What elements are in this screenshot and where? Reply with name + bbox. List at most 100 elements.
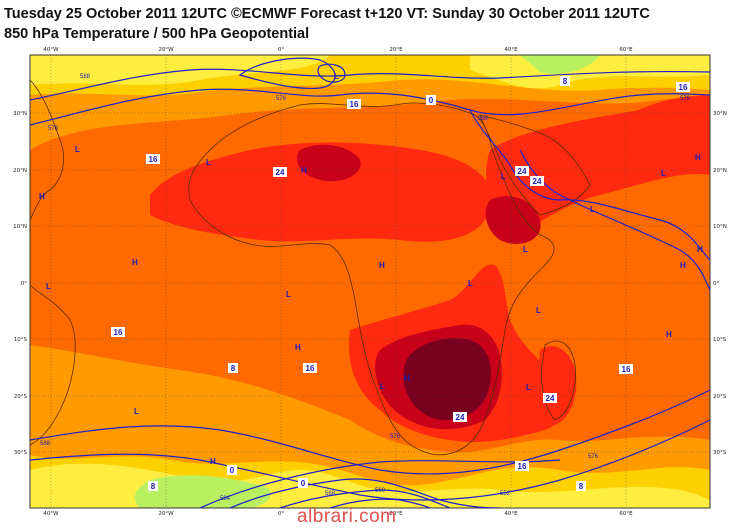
watermark: albrari.com [297, 506, 397, 527]
temp-label: 16 [347, 99, 361, 109]
low-centre-marker: L [134, 407, 139, 416]
temp-label: 16 [676, 82, 690, 92]
low-centre-marker: L [501, 172, 506, 181]
temp-band-red-east [620, 95, 710, 150]
right-tick-label: 30°N [713, 111, 727, 117]
svg-text:16: 16 [679, 83, 688, 92]
low-centre-marker: L [75, 145, 80, 154]
geopotential-label: 576 [48, 126, 59, 132]
temp-label: 16 [515, 461, 529, 471]
low-centre-marker: L [380, 382, 385, 391]
temp-label: 16 [146, 154, 160, 164]
geopotential-contours [30, 57, 710, 508]
top-tick-label: 40°E [504, 47, 518, 53]
geopotential-label: 552 [500, 491, 511, 497]
temp-label: 24 [453, 412, 467, 422]
svg-text:16: 16 [518, 462, 527, 471]
coastlines [30, 79, 591, 456]
left-tick-labels: 30°N 20°N 10°N 0° 10°S 20°S 30°S [13, 111, 27, 456]
svg-text:0: 0 [230, 466, 235, 475]
geopotential-label: 560 [375, 488, 386, 494]
temp-band-green-ne [520, 55, 600, 75]
bottom-tick-label: 20°W [158, 511, 174, 517]
map-title-line2: 850 hPa Temperature / 500 hPa Geopotenti… [4, 26, 310, 42]
left-tick-label: 20°N [13, 168, 27, 174]
temp-label: 24 [273, 167, 287, 177]
map-frame [29, 54, 711, 509]
temp-label: 0 [426, 95, 436, 105]
geopotential-label: 588 [80, 74, 91, 80]
high-centre-marker: H [697, 245, 703, 254]
graticule [30, 55, 710, 508]
temp-label: 0 [298, 478, 308, 488]
low-centre-marker: L [286, 290, 291, 299]
high-centre-marker: H [301, 166, 307, 175]
temp-label: 16 [303, 363, 317, 373]
low-centre-marker: L [590, 205, 595, 214]
geopotential-labels: 576 588 576 588 576 588 576 568 560 552 … [40, 74, 691, 502]
right-tick-label: 20°N [713, 168, 727, 174]
geopotential-label: 576 [276, 96, 287, 102]
svg-text:8: 8 [151, 482, 156, 491]
bottom-tick-label: 40°W [43, 511, 59, 517]
bottom-tick-label: 60°E [619, 511, 633, 517]
right-tick-label: 10°S [713, 337, 727, 343]
high-centre-marker: H [695, 153, 701, 162]
bottom-tick-labels: 40°W 20°W 0° 20°E 40°E 60°E [43, 511, 633, 517]
high-centre-marker: H [295, 343, 301, 352]
right-tick-label: 0° [713, 281, 719, 287]
low-centre-marker: L [661, 169, 666, 178]
svg-text:24: 24 [276, 168, 285, 177]
svg-text:24: 24 [518, 167, 527, 176]
map-title-line1: Tuesday 25 October 2011 12UTC ©ECMWF For… [4, 6, 650, 22]
temp-band-dark-red-1 [296, 144, 361, 182]
low-centre-marker: L [468, 279, 473, 288]
temp-label: 24 [543, 393, 557, 403]
high-centre-marker: H [210, 457, 216, 466]
temp-label: 8 [560, 76, 570, 86]
geopotential-label: 588 [478, 116, 489, 122]
right-tick-label: 30°S [713, 450, 727, 456]
temp-label: 16 [111, 327, 125, 337]
svg-text:16: 16 [114, 328, 123, 337]
svg-text:16: 16 [622, 365, 631, 374]
high-centre-marker: H [132, 258, 138, 267]
top-tick-label: 0° [278, 47, 284, 53]
low-centre-marker: L [536, 306, 541, 315]
geopotential-label: 584 [220, 496, 231, 502]
temp-band-yellow-north [30, 55, 330, 85]
temp-band-red-north [150, 142, 492, 242]
svg-text:8: 8 [563, 77, 568, 86]
bottom-tick-label: 0° [278, 511, 284, 517]
left-tick-label: 30°S [14, 450, 28, 456]
bottom-tick-label: 20°E [389, 511, 403, 517]
svg-text:24: 24 [456, 413, 465, 422]
temp-band-maroon [403, 338, 491, 420]
svg-text:16: 16 [350, 100, 359, 109]
low-centre-marker: L [46, 282, 51, 291]
top-tick-labels: 40°W 20°W 0° 20°E 40°E 60°E [43, 47, 633, 53]
bottom-tick-label: 40°E [504, 511, 518, 517]
low-centre-marker: L [334, 72, 339, 81]
temp-label: 8 [228, 363, 238, 373]
left-tick-label: 10°S [14, 337, 28, 343]
svg-text:0: 0 [429, 96, 434, 105]
right-tick-labels: 30°N 20°N 10°N 0° 10°S 20°S 30°S [713, 111, 727, 456]
temperature-field [30, 55, 710, 508]
high-centre-marker: H [39, 192, 45, 201]
svg-text:8: 8 [231, 364, 236, 373]
temp-label: 16 [619, 364, 633, 374]
svg-text:0: 0 [301, 479, 306, 488]
high-centre-marker: H [379, 261, 385, 270]
geopotential-label: 576 [588, 454, 599, 460]
geopotential-label: 576 [390, 434, 401, 440]
left-tick-label: 0° [21, 281, 27, 287]
geopotential-label: 568 [325, 491, 336, 497]
high-centre-marker: H [666, 330, 672, 339]
top-tick-label: 20°W [158, 47, 174, 53]
temp-label: 24 [530, 176, 544, 186]
high-centre-marker: H [680, 261, 686, 270]
svg-text:24: 24 [546, 394, 555, 403]
low-centre-marker: L [523, 245, 528, 254]
